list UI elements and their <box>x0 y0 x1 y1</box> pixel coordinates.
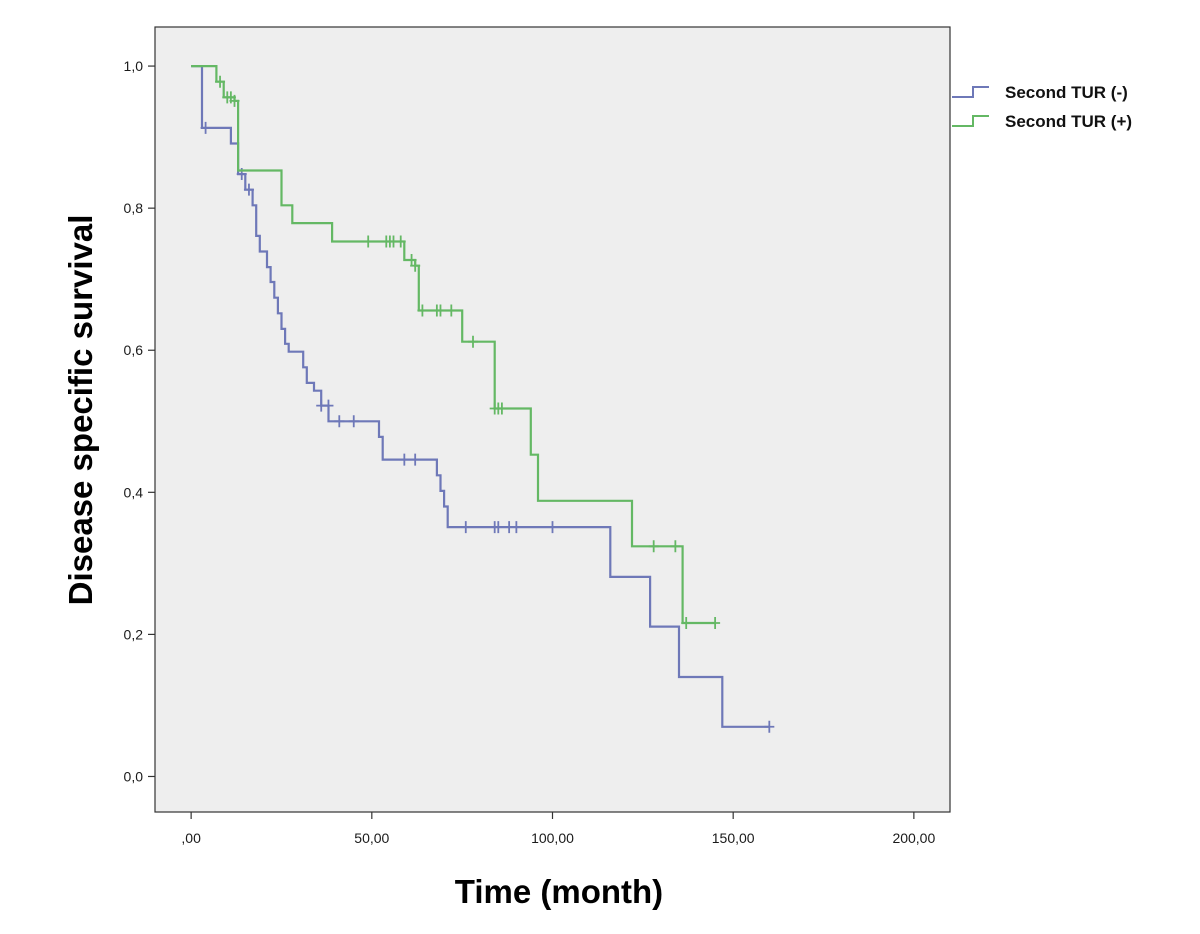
y-tick-label: 0,2 <box>124 626 144 642</box>
censor-mark <box>348 415 359 428</box>
censor-mark <box>200 121 211 134</box>
censor-mark <box>229 94 240 107</box>
legend-swatch <box>952 115 989 127</box>
survival-curve-line <box>191 64 770 728</box>
y-tick-label: 1,0 <box>124 58 144 74</box>
censor-mark <box>446 304 457 317</box>
censor-mark <box>493 521 504 534</box>
censor-mark <box>395 235 406 248</box>
series-layer <box>191 64 775 733</box>
x-axis-title: Time (month) <box>455 873 663 910</box>
censor-mark <box>399 453 410 466</box>
censor-mark <box>460 521 471 534</box>
y-tick-label: 0,8 <box>124 200 144 216</box>
censor-mark <box>468 335 478 348</box>
y-tick-label: 0,0 <box>124 768 144 784</box>
censor-mark <box>323 399 334 412</box>
x-axis: ,00 50,00 100,00 150,00 200,00 <box>181 812 935 846</box>
plot-area <box>154 26 951 813</box>
y-tick-label: 0,4 <box>124 484 144 500</box>
censor-mark <box>681 617 692 630</box>
censor-mark <box>764 720 775 733</box>
censor-mark <box>547 521 558 534</box>
censor-mark <box>496 402 507 415</box>
y-axis: 0,0 0,2 0,4 0,6 0,8 1,0 <box>124 58 155 784</box>
censor-mark <box>363 235 374 248</box>
x-tick-label: 150,00 <box>712 830 755 846</box>
censor-mark <box>410 453 421 466</box>
x-tick-label: 100,00 <box>531 830 574 846</box>
legend: Second TUR (-) Second TUR (+) <box>952 83 1132 131</box>
censor-mark <box>435 304 446 317</box>
censor-mark <box>215 75 226 88</box>
y-tick-label: 0,6 <box>124 342 144 358</box>
censor-mark <box>710 617 721 630</box>
series-second-tur-positive <box>191 64 721 630</box>
legend-swatch <box>952 86 989 98</box>
series-second-tur-negative <box>191 64 775 733</box>
x-tick-label: ,00 <box>181 830 201 846</box>
y-axis-title: Disease specific survival <box>62 215 99 606</box>
censor-mark <box>410 259 421 272</box>
censor-mark <box>243 183 254 196</box>
censor-mark <box>417 304 428 317</box>
censor-mark <box>670 540 681 553</box>
censor-mark <box>648 540 659 553</box>
legend-label: Second TUR (+) <box>1005 112 1132 131</box>
censor-mark <box>334 415 345 428</box>
censor-mark <box>511 521 522 534</box>
x-tick-label: 50,00 <box>354 830 389 846</box>
legend-label: Second TUR (-) <box>1005 83 1128 102</box>
x-tick-label: 200,00 <box>892 830 935 846</box>
